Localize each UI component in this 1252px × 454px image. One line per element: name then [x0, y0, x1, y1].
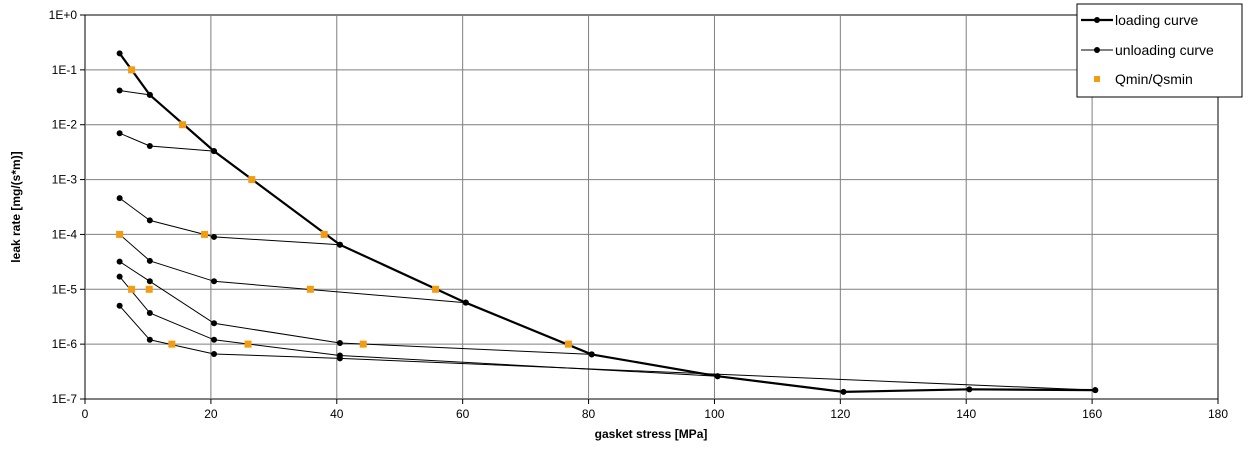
legend: loading curve unloading curve Qmin/Qsmin — [1076, 3, 1243, 98]
plot-area — [84, 14, 1219, 400]
unloading-point — [211, 278, 218, 285]
qmin-point — [306, 285, 314, 293]
loading-point — [588, 351, 595, 358]
x-tick-label: 60 — [456, 407, 470, 421]
series-markers — [116, 50, 1099, 395]
loading-point — [714, 373, 721, 380]
legend-label-unloading: unloading curve — [1115, 42, 1214, 58]
x-axis-ticks: 0 20 40 60 80 100 120 140 160 180 — [82, 399, 1228, 421]
qmin-point — [128, 285, 136, 293]
qmin-point — [201, 230, 209, 238]
x-tick-label: 100 — [704, 407, 724, 421]
unloading-point — [116, 87, 123, 94]
unloading-curve-line — [119, 197, 340, 246]
unloading-point — [211, 320, 218, 327]
unloading-point — [211, 351, 218, 358]
x-axis-label: gasket stress [MPa] — [595, 427, 708, 441]
loading-point — [462, 299, 469, 306]
loading-point — [211, 148, 218, 155]
grid-lines — [85, 15, 1218, 399]
qmin-point — [432, 285, 440, 293]
y-tick-label: 1E-6 — [52, 337, 78, 351]
unloading-point — [146, 278, 153, 285]
y-tick-label: 1E-4 — [52, 227, 78, 241]
loading-point — [116, 50, 123, 57]
unloading-curve-line — [119, 234, 466, 304]
qmin-point — [116, 230, 124, 238]
unloading-point — [116, 258, 123, 265]
x-tick-label: 180 — [1208, 407, 1228, 421]
x-tick-label: 120 — [830, 407, 850, 421]
y-tick-label: 1E-3 — [52, 173, 78, 187]
unloading-point — [211, 233, 218, 240]
y-tick-label: 1E-5 — [52, 282, 78, 296]
x-tick-label: 0 — [82, 407, 89, 421]
y-tick-label: 1E-7 — [52, 392, 78, 406]
x-tick-label: 20 — [204, 407, 218, 421]
qmin-point — [179, 121, 187, 129]
y-axis-ticks: 1E-7 1E-6 1E-5 1E-4 1E-3 1E-2 1E-1 1E+0 — [49, 8, 85, 406]
unloading-point — [146, 309, 153, 316]
loading-point — [840, 388, 847, 395]
legend-unloading-marker — [1094, 47, 1100, 53]
legend-label-loading: loading curve — [1115, 12, 1198, 28]
unloading-point — [116, 130, 123, 137]
unloading-point — [211, 336, 218, 343]
x-tick-label: 160 — [1082, 407, 1102, 421]
unloading-point — [146, 217, 153, 224]
qmin-point — [145, 285, 153, 293]
x-tick-label: 80 — [582, 407, 596, 421]
unloading-point — [116, 195, 123, 202]
legend-label-qmin: Qmin/Qsmin — [1115, 71, 1193, 87]
unloading-curve-line — [119, 90, 150, 96]
y-tick-label: 1E+0 — [49, 8, 78, 22]
qmin-point — [168, 340, 176, 348]
unloading-point — [146, 142, 153, 149]
x-tick-label: 140 — [956, 407, 976, 421]
loading-point — [1092, 387, 1099, 394]
unloading-point — [116, 302, 123, 309]
legend-loading-marker — [1094, 17, 1100, 23]
x-tick-label: 40 — [330, 407, 344, 421]
unloading-point — [146, 257, 153, 264]
qmin-point — [128, 66, 136, 74]
qmin-point — [320, 230, 328, 238]
loading-point — [966, 386, 973, 393]
unloading-point — [146, 336, 153, 343]
unloading-point — [336, 355, 343, 362]
qmin-point — [359, 340, 367, 348]
qmin-point — [244, 340, 252, 348]
qmin-point — [564, 340, 572, 348]
legend-qmin-marker — [1094, 76, 1100, 82]
y-tick-label: 1E-1 — [52, 63, 78, 77]
qmin-point — [248, 176, 256, 184]
loading-point — [146, 91, 153, 98]
y-tick-label: 1E-2 — [52, 118, 78, 132]
unloading-point — [116, 273, 123, 280]
y-axis-label: leak rate [mg/(s*m)] — [9, 151, 23, 262]
loading-point — [336, 241, 343, 248]
unloading-point — [336, 339, 343, 346]
